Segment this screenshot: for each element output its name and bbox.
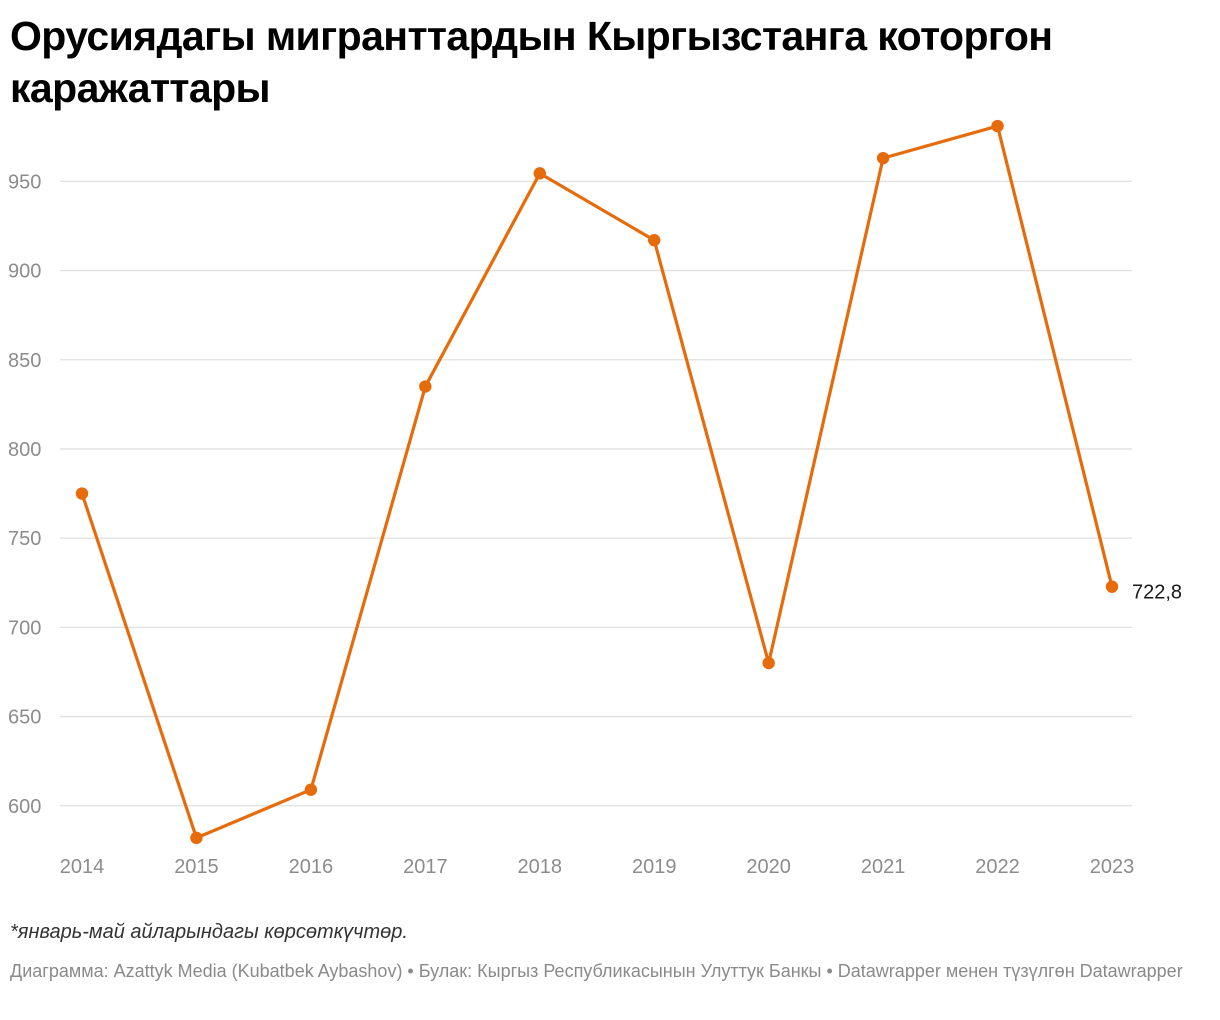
y-axis-ticks: 600 650 700 750 800 850 900 950 bbox=[8, 171, 41, 817]
data-point-2014 bbox=[75, 487, 89, 500]
y-tick-label-600: 600 bbox=[8, 796, 41, 818]
x-axis-ticks: 2014 2015 2016 2017 2018 2019 2020 2021 2022 2023 bbox=[60, 856, 1135, 878]
chart-note: *январь-май айларындагы көрсөткүчтөр. bbox=[10, 921, 408, 943]
y-tick-label-750: 750 bbox=[8, 528, 41, 550]
y-tick-label-700: 700 bbox=[8, 617, 41, 639]
y-tick-label-950: 950 bbox=[8, 171, 41, 193]
x-tick-label-2018: 2018 bbox=[518, 856, 563, 878]
x-tick-label-2020: 2020 bbox=[746, 856, 791, 878]
x-tick-label-2016: 2016 bbox=[289, 856, 334, 878]
chart-credits: Диаграмма: Azattyk Media (Kubatbek Aybas… bbox=[10, 961, 1183, 981]
data-point-2019 bbox=[648, 234, 661, 247]
data-labels: 722,8 bbox=[1132, 582, 1182, 604]
data-label-2023: 722,8 bbox=[1132, 582, 1182, 604]
x-tick-label-2014: 2014 bbox=[60, 856, 105, 878]
data-point-2015 bbox=[190, 831, 203, 845]
x-tick-label-2022: 2022 bbox=[975, 856, 1020, 878]
gridlines bbox=[60, 180, 1132, 807]
x-tick-label-2023: 2023 bbox=[1090, 856, 1135, 878]
x-tick-label-2015: 2015 bbox=[174, 856, 219, 878]
data-point-2021 bbox=[876, 151, 890, 165]
x-tick-label-2021: 2021 bbox=[861, 856, 906, 878]
series-layer bbox=[75, 119, 1119, 845]
data-point-2016 bbox=[304, 783, 318, 796]
data-point-2020 bbox=[762, 656, 775, 670]
chart-title: Орусиядагы мигранттардын Кыргызстанга ко… bbox=[10, 13, 1053, 111]
y-tick-label-800: 800 bbox=[8, 439, 41, 461]
data-point-2022 bbox=[991, 119, 1004, 133]
data-point-2018 bbox=[533, 167, 546, 180]
x-tick-label-2017: 2017 bbox=[403, 856, 448, 878]
data-point-2023 bbox=[1105, 580, 1119, 593]
series-line-0 bbox=[80, 124, 1114, 840]
y-tick-label-850: 850 bbox=[8, 350, 41, 372]
y-tick-label-900: 900 bbox=[8, 261, 41, 283]
x-tick-label-2019: 2019 bbox=[632, 856, 677, 878]
data-point-2017 bbox=[419, 380, 432, 393]
y-tick-label-650: 650 bbox=[8, 707, 41, 729]
